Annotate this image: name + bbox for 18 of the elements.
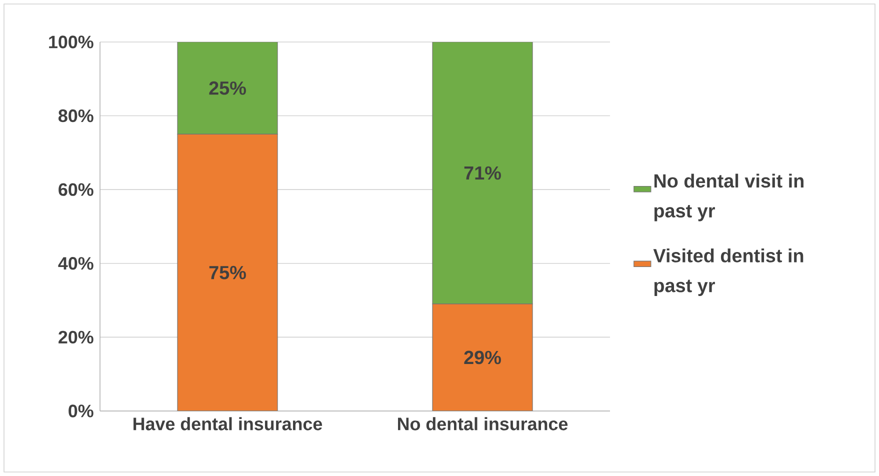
- bar: [177, 42, 278, 135]
- y-tick-label: 60%: [58, 183, 94, 196]
- y-tick-label: 100%: [49, 36, 94, 48]
- y-tick-label: 80%: [58, 109, 94, 122]
- data-label: 25%: [209, 81, 246, 95]
- bar: [177, 134, 278, 411]
- y-tick-label: 20%: [58, 330, 94, 344]
- data-label: 71%: [464, 166, 501, 180]
- x-tick-label: Have dental insurance: [134, 417, 322, 430]
- legend-label: No dental visit in past yr: [654, 174, 804, 222]
- bar: [432, 304, 533, 411]
- y-tick-label: 40%: [58, 257, 94, 270]
- y-tick-label: 0%: [68, 404, 94, 418]
- data-label: 29%: [464, 350, 501, 364]
- legend-label: Visited dentist in past yr: [653, 248, 804, 296]
- data-label: 75%: [209, 266, 246, 280]
- bar: [432, 42, 533, 304]
- x-tick-label: No dental insurance: [398, 417, 568, 430]
